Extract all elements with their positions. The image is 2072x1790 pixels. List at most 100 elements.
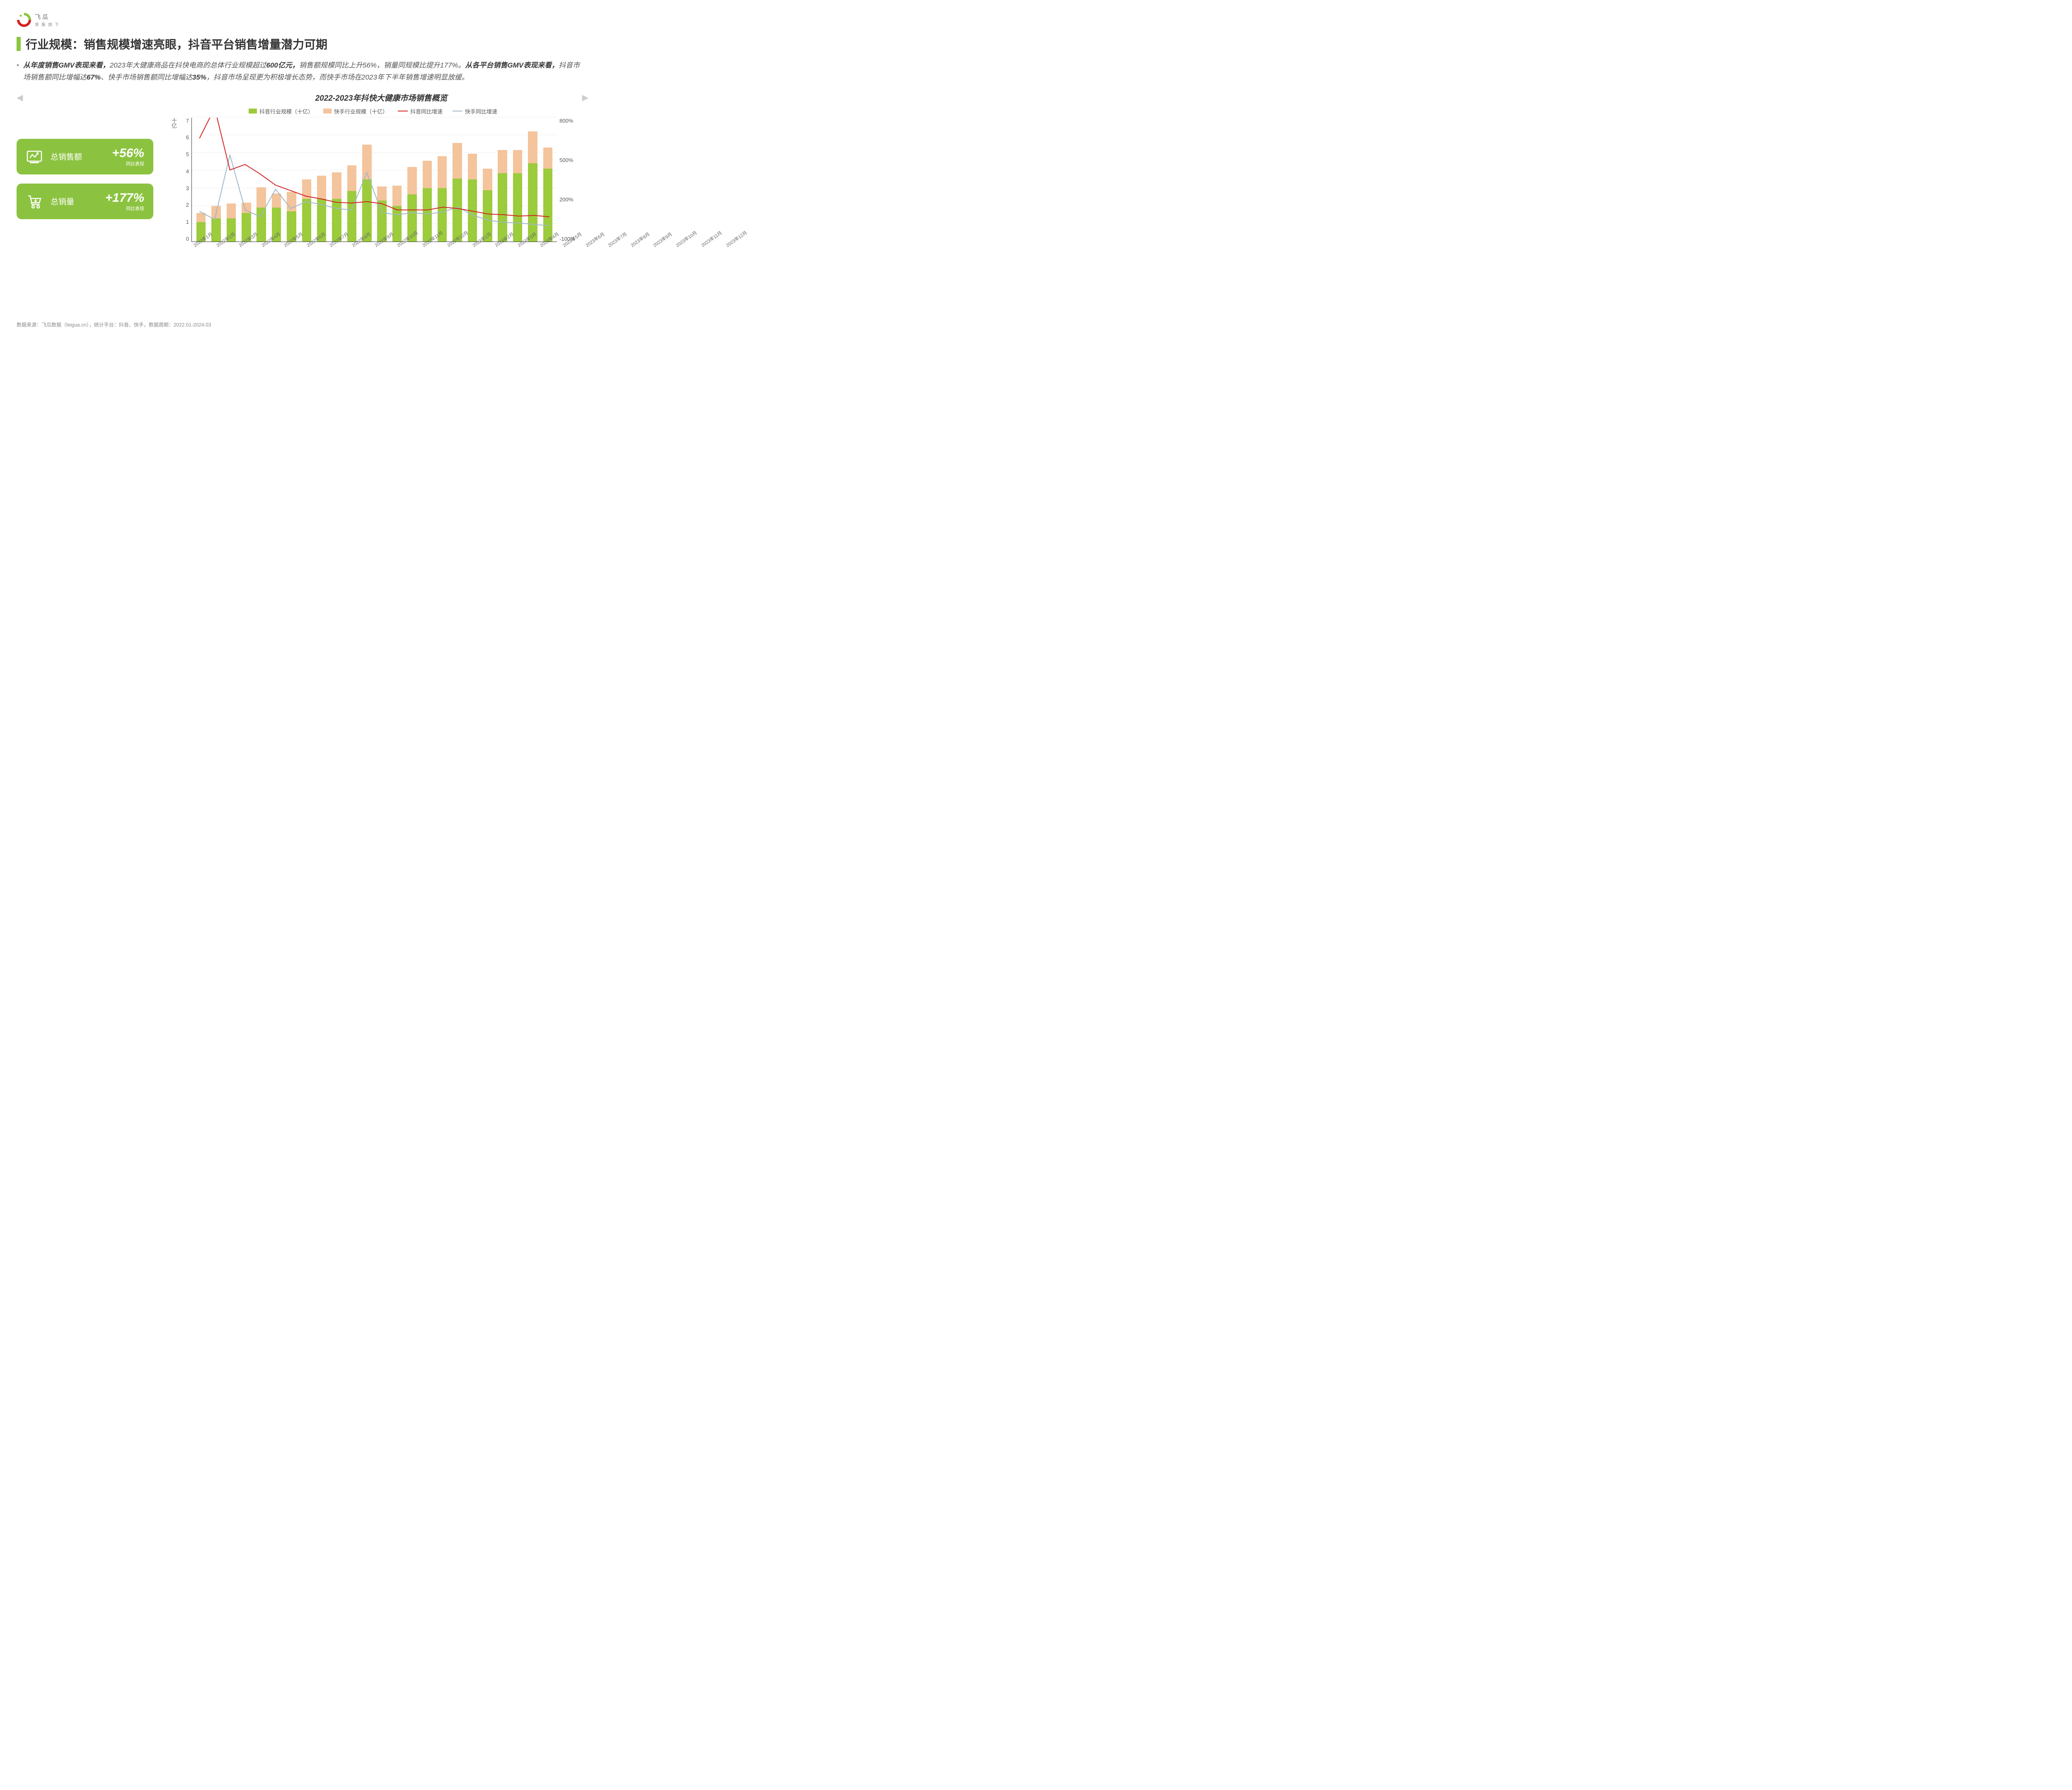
- y-tick: 7: [179, 118, 189, 124]
- legend-swatch: [249, 109, 257, 114]
- bar-group: [510, 118, 525, 242]
- x-tick-label: 2023年9月: [651, 230, 673, 249]
- y-tick: 1: [179, 219, 189, 225]
- bar-group: [284, 118, 299, 242]
- bar-kuaishou: [272, 194, 281, 208]
- arrow-left-icon: ◀: [17, 92, 23, 103]
- bar-group: [404, 118, 419, 242]
- title-accent-bar: [17, 37, 21, 51]
- cart-icon: [26, 193, 43, 210]
- bar-kuaishou: [227, 203, 236, 218]
- bar-group: [329, 118, 344, 242]
- bar-kuaishou: [407, 167, 416, 194]
- bar-kuaishou: [332, 172, 341, 199]
- x-tick-label: 2023年6月: [583, 230, 606, 249]
- logo-text-main: 飞瓜: [35, 13, 61, 21]
- y2-tick: 800%: [559, 118, 580, 124]
- bar-kuaishou: [468, 154, 477, 179]
- kpi-sub: 同比表现: [105, 205, 144, 212]
- bar-group: [254, 118, 269, 242]
- bar-group: [359, 118, 374, 242]
- bar-group: [390, 118, 404, 242]
- y-axis-ticks: 76543210: [179, 118, 189, 242]
- bar-group: [194, 118, 208, 242]
- y-axis-label: 十亿: [170, 118, 178, 128]
- bar-group: [375, 118, 390, 242]
- chart-column: 抖音行业规模（十亿）快手行业规模（十亿）抖音同比增速快手同比增速 十亿 7654…: [166, 107, 580, 259]
- page-title: 行业规模：销售规模增速亮眼，抖音平台销售增量潜力可期: [26, 36, 327, 52]
- legend: 抖音行业规模（十亿） 快手行业规模（十亿） 抖音同比增速 快手同比增速: [166, 107, 580, 115]
- bar-group: [314, 118, 329, 242]
- title-row: 行业规模：销售规模增速亮眼，抖音平台销售增量潜力可期: [17, 36, 580, 52]
- kpi-card: 总销量+177%同比表现: [17, 184, 153, 219]
- bar-douyin: [513, 173, 522, 242]
- bar-douyin: [453, 179, 462, 242]
- kpi-label: 总销售额: [51, 151, 82, 162]
- bar-kuaishou: [362, 145, 371, 179]
- x-tick-label: 2023年7月: [606, 230, 628, 249]
- legend-label: 快手行业规模（十亿）: [334, 107, 388, 115]
- description: • 从年度销售GMV表现来看，2023年大健康商品在抖快电商的总体行业规模超过6…: [17, 60, 580, 84]
- bar-group: [420, 118, 435, 242]
- chart-icon: [26, 148, 43, 165]
- bar-group: [540, 118, 555, 242]
- bullet: •: [17, 60, 19, 84]
- chart-title-row: ◀ 2022-2023年抖快大健康市场销售概览 ▶: [182, 92, 580, 103]
- bar-kuaishou: [528, 131, 537, 163]
- bar-douyin: [528, 163, 537, 242]
- x-tick-label: 2023年8月: [629, 230, 651, 249]
- bar-group: [239, 118, 254, 242]
- bar-kuaishou: [392, 186, 402, 206]
- legend-item: 抖音行业规模（十亿）: [249, 107, 313, 115]
- x-tick-label: 2023年10月: [674, 229, 698, 249]
- bar-kuaishou: [211, 206, 220, 218]
- kpi-sub: 同比表现: [112, 160, 144, 167]
- bar-group: [480, 118, 495, 242]
- x-tick-label: 2023年12月: [724, 229, 748, 249]
- plot-area: [191, 118, 557, 242]
- y2-tick: 500%: [559, 157, 580, 163]
- bar-kuaishou: [317, 176, 326, 199]
- bar-kuaishou: [453, 143, 462, 179]
- bar-kuaishou: [483, 169, 492, 190]
- bar-douyin: [211, 218, 220, 242]
- bar-kuaishou: [257, 187, 266, 208]
- logo-icon: [17, 12, 31, 27]
- bar-douyin: [498, 173, 507, 242]
- y-tick: 4: [179, 168, 189, 174]
- bar-kuaishou: [498, 150, 507, 173]
- footer-source: 数据来源：飞瓜数据（feigua.cn），统计平台：抖音、快手，数据周期：202…: [17, 321, 211, 328]
- legend-label: 快手同比增速: [465, 107, 497, 115]
- legend-label: 抖音同比增速: [410, 107, 443, 115]
- kpi-label: 总销量: [51, 196, 74, 207]
- bar-kuaishou: [377, 186, 386, 201]
- bar-group: [269, 118, 284, 242]
- logo: 飞瓜 果集旗下: [17, 12, 580, 27]
- bar-group: [435, 118, 450, 242]
- legend-label: 抖音行业规模（十亿）: [259, 107, 313, 115]
- bar-group: [344, 118, 359, 242]
- chart-title: 2022-2023年抖快大健康市场销售概览: [315, 92, 448, 103]
- bar-group: [299, 118, 314, 242]
- bars-container: [192, 118, 557, 242]
- bar-group: [465, 118, 480, 242]
- y-tick: 2: [179, 202, 189, 208]
- bar-kuaishou: [438, 156, 447, 188]
- y-tick: 5: [179, 151, 189, 157]
- bar-group: [224, 118, 239, 242]
- chart-frame: 十亿 76543210 800%500%200%-100% 2022年1月202…: [166, 118, 580, 259]
- description-text: 从年度销售GMV表现来看，2023年大健康商品在抖快电商的总体行业规模超过600…: [23, 60, 580, 84]
- bar-kuaishou: [196, 213, 206, 222]
- y2-tick: 200%: [559, 196, 580, 203]
- bar-group: [208, 118, 223, 242]
- x-axis-labels: 2022年1月2022年2月2022年3月2022年4月2022年5月2022年…: [191, 244, 557, 250]
- y2-axis-ticks: 800%500%200%-100%: [559, 118, 580, 242]
- kpi-column: 总销售额+56%同比表现总销量+177%同比表现: [17, 107, 153, 259]
- legend-item: 抖音同比增速: [398, 107, 443, 115]
- y-tick: 3: [179, 185, 189, 191]
- bar-douyin: [543, 169, 552, 242]
- bar-kuaishou: [423, 161, 432, 188]
- legend-item: 快手行业规模（十亿）: [323, 107, 388, 115]
- bar-kuaishou: [287, 192, 296, 211]
- legend-item: 快手同比增速: [453, 107, 497, 115]
